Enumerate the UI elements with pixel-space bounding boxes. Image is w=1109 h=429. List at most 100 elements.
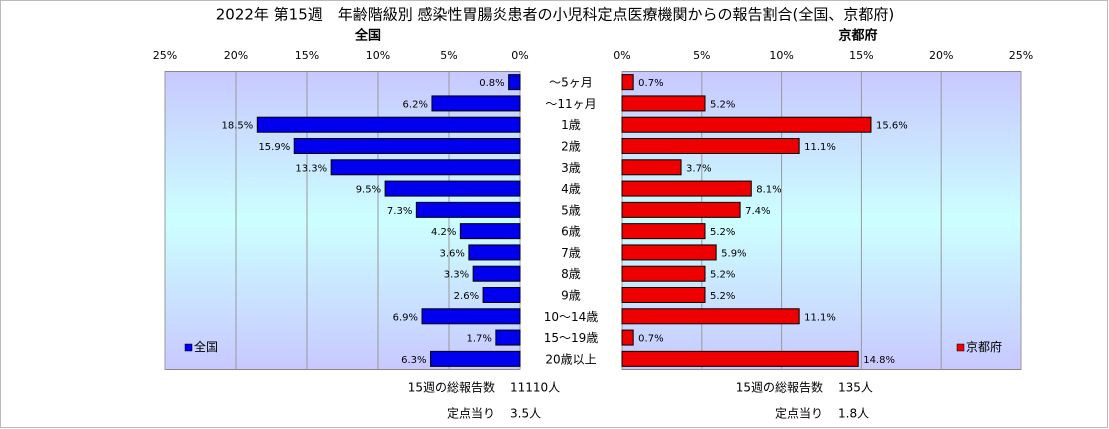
category-label: 20歳以上 bbox=[545, 352, 596, 366]
value-label: 0.7% bbox=[638, 78, 663, 89]
footer-count: 135人 bbox=[838, 381, 873, 395]
x-tick-label: 15% bbox=[849, 49, 873, 62]
x-tick-label: 5% bbox=[693, 49, 710, 62]
value-label: 4.2% bbox=[431, 227, 456, 238]
value-label: 7.4% bbox=[745, 206, 770, 217]
footer-label: 15週の総報告数 bbox=[736, 380, 823, 395]
bar bbox=[621, 287, 706, 303]
value-label: 6.3% bbox=[401, 355, 426, 366]
bar bbox=[621, 95, 706, 112]
category-label: 7歳 bbox=[561, 246, 581, 260]
footer-label: 定点当り bbox=[447, 406, 495, 421]
x-tick-label: 25% bbox=[153, 49, 177, 62]
x-tick-label: 0% bbox=[511, 49, 528, 62]
value-label: 15.9% bbox=[258, 142, 290, 153]
x-tick-label: 10% bbox=[366, 49, 390, 62]
category-label: 8歳 bbox=[561, 267, 581, 281]
bar bbox=[621, 180, 752, 197]
x-tick-label: 5% bbox=[440, 49, 457, 62]
value-label: 2.6% bbox=[454, 291, 479, 302]
footer-label: 定点当り bbox=[775, 406, 823, 421]
bar bbox=[621, 265, 706, 282]
value-label: 7.3% bbox=[387, 206, 412, 217]
value-label: 5.9% bbox=[721, 248, 746, 259]
category-label: 15～19歳 bbox=[544, 331, 599, 345]
value-label: 6.2% bbox=[403, 99, 428, 110]
plot-area bbox=[164, 71, 521, 370]
category-label: 5歳 bbox=[561, 203, 581, 217]
value-label: 5.2% bbox=[710, 227, 735, 238]
bar bbox=[421, 308, 521, 325]
bar bbox=[468, 244, 521, 261]
bar bbox=[293, 138, 521, 154]
legend-swatch bbox=[184, 343, 193, 352]
legend-swatch bbox=[956, 343, 965, 352]
x-tick-label: 15% bbox=[295, 49, 319, 62]
category-label: 9歳 bbox=[561, 289, 581, 303]
value-label: 6.9% bbox=[393, 312, 418, 323]
value-label: 18.5% bbox=[222, 121, 254, 132]
bar bbox=[430, 350, 521, 367]
bar bbox=[472, 265, 521, 282]
bar bbox=[621, 116, 872, 133]
category-label: 6歳 bbox=[561, 225, 581, 239]
bar bbox=[621, 350, 859, 367]
chart-title: 2022年 第15週 年齢階級別 感染性胃腸炎患者の小児科定点医療機関からの報告… bbox=[216, 6, 895, 24]
category-label: 10～14歳 bbox=[544, 310, 599, 324]
category-label: 1歳 bbox=[561, 118, 581, 132]
value-label: 3.6% bbox=[439, 248, 464, 259]
footer-count: 3.5人 bbox=[510, 407, 541, 421]
panel-title: 全国 bbox=[354, 28, 381, 44]
bar bbox=[621, 138, 800, 154]
bar bbox=[459, 223, 521, 240]
footer-count: 1.8人 bbox=[838, 407, 869, 421]
value-label: 5.2% bbox=[710, 291, 735, 302]
legend-label: 全国 bbox=[194, 339, 218, 354]
value-label: 8.1% bbox=[756, 185, 781, 196]
panel-title: 京都府 bbox=[838, 28, 877, 44]
bar bbox=[482, 287, 521, 303]
category-label: ～5ヶ月 bbox=[549, 76, 593, 90]
bar bbox=[621, 159, 682, 176]
category-label: 3歳 bbox=[561, 161, 581, 175]
bar bbox=[621, 308, 800, 325]
bar bbox=[621, 244, 717, 261]
bar bbox=[621, 74, 634, 91]
bar bbox=[415, 201, 521, 218]
x-tick-label: 25% bbox=[1009, 49, 1033, 62]
value-label: 3.7% bbox=[686, 163, 711, 174]
value-label: 5.2% bbox=[710, 270, 735, 281]
legend-label: 京都府 bbox=[966, 339, 1002, 354]
category-label: 2歳 bbox=[561, 140, 581, 154]
value-label: 5.2% bbox=[710, 99, 735, 110]
bar bbox=[330, 159, 521, 176]
x-tick-label: 10% bbox=[769, 49, 793, 62]
value-label: 15.6% bbox=[876, 121, 908, 132]
value-label: 0.8% bbox=[479, 78, 504, 89]
x-tick-label: 20% bbox=[224, 49, 248, 62]
x-tick-label: 20% bbox=[929, 49, 953, 62]
bar bbox=[256, 116, 521, 133]
plot-area bbox=[621, 71, 1022, 370]
bar bbox=[621, 223, 706, 240]
value-label: 14.8% bbox=[863, 355, 895, 366]
category-label: ～11ヶ月 bbox=[545, 97, 596, 111]
bar bbox=[431, 95, 521, 112]
value-label: 0.7% bbox=[638, 334, 663, 345]
bar bbox=[621, 329, 634, 346]
value-label: 9.5% bbox=[356, 185, 381, 196]
value-label: 1.7% bbox=[466, 334, 491, 345]
value-label: 11.1% bbox=[804, 312, 836, 323]
footer-label: 15週の総報告数 bbox=[408, 380, 495, 395]
value-label: 11.1% bbox=[804, 142, 836, 153]
value-label: 3.3% bbox=[444, 270, 469, 281]
bar bbox=[495, 329, 521, 346]
x-tick-label: 0% bbox=[613, 49, 630, 62]
bar bbox=[621, 201, 741, 218]
category-label: 4歳 bbox=[561, 182, 581, 196]
value-label: 13.3% bbox=[295, 163, 327, 174]
bar bbox=[384, 180, 521, 197]
bar bbox=[508, 74, 521, 91]
footer-count: 11110人 bbox=[510, 381, 560, 395]
